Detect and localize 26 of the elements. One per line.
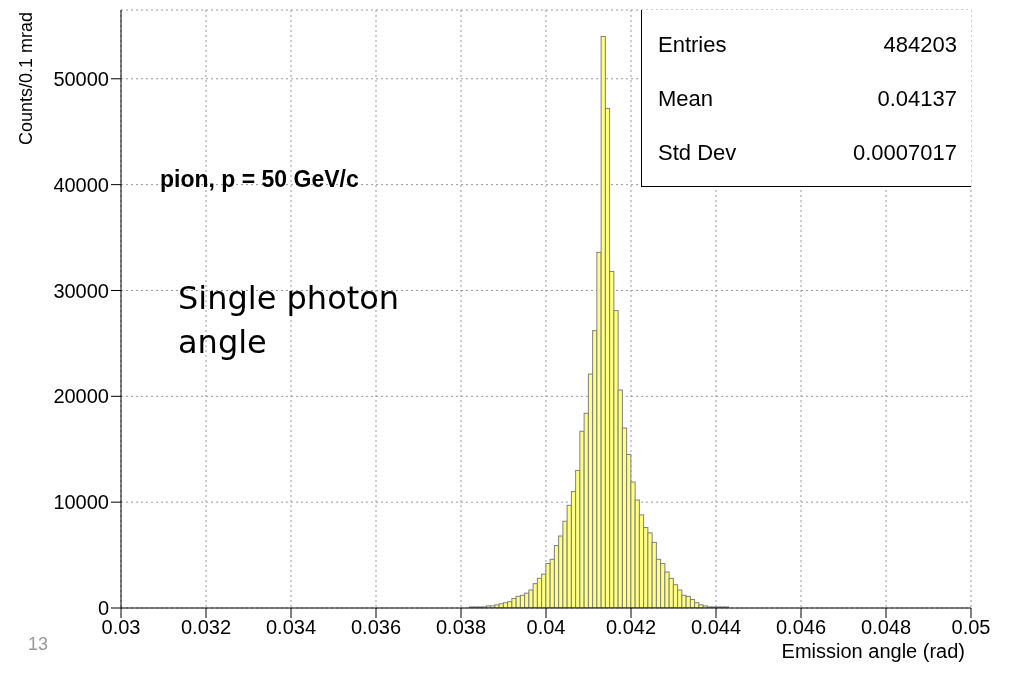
x-tick-label: 0.044 [690,616,742,639]
y-axis-title: Counts/0.1 mrad [16,12,37,146]
annotation: Std Dev [658,139,737,167]
annotation: Single photon angle [178,278,401,363]
x-tick-label: 0.042 [605,616,657,639]
y-tick-label: 10000 [53,491,109,514]
annotation: 0.04137 [877,85,957,113]
y-tick-label: 40000 [53,173,109,196]
x-tick-label: 0.036 [350,616,402,639]
x-tick-label: 0.04 [526,616,566,639]
annotation: Mean [658,85,714,113]
y-tick-label: 50000 [53,67,109,90]
x-tick-label: 0.05 [951,616,991,639]
annotation: Entries [658,31,727,59]
annotation: 0.0007017 [853,139,957,167]
annotation: 484203 [883,31,957,59]
y-tick-label: 30000 [53,279,109,302]
text: 13 [28,634,49,655]
x-tick-label: 0.032 [180,616,232,639]
x-axis-title: Emission angle (rad) [781,640,965,662]
annotation: pion, p = 50 GeV/c [160,166,359,193]
x-tick-label: 0.046 [775,616,827,639]
y-tick-label: 20000 [53,385,109,408]
x-tick-label: 0.048 [860,616,912,639]
x-tick-label: 0.038 [435,616,487,639]
x-tick-label: 0.034 [265,616,317,639]
